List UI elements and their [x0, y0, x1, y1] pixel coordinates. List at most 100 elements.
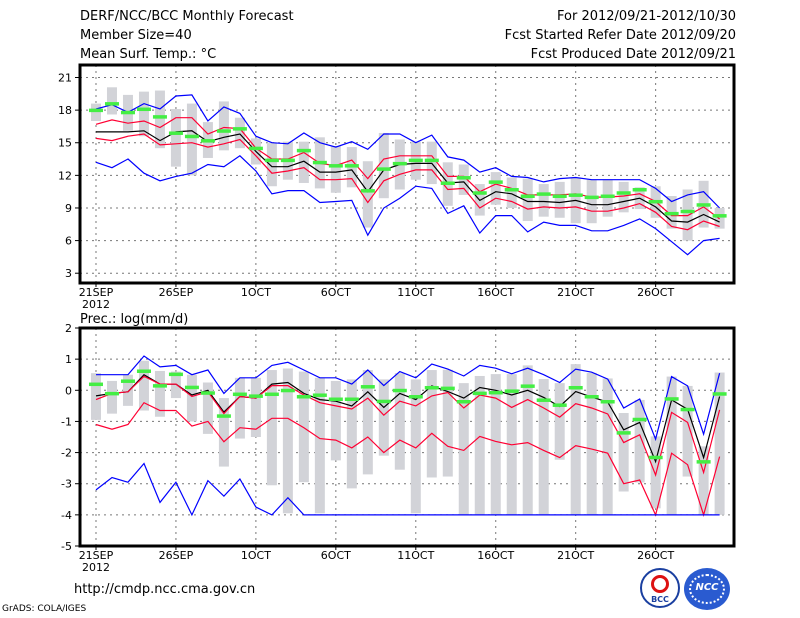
green-marker: [136, 369, 151, 373]
green-marker: [328, 397, 343, 402]
green-marker: [648, 455, 663, 460]
green-marker: [616, 431, 631, 435]
bcc-logo-text: BCC: [651, 595, 669, 604]
green-marker: [168, 131, 183, 135]
x-tick-label: 1OCT: [241, 286, 271, 299]
green-marker: [504, 389, 519, 393]
grads-credit: GrADS: COLA/IGES: [2, 604, 87, 614]
spread-bar: [714, 372, 725, 515]
ncc-logo: NCC: [684, 568, 730, 610]
green-marker: [312, 393, 327, 397]
green-marker: [472, 191, 487, 195]
ncc-logo-text: NCC: [695, 582, 719, 593]
spread-bar: [602, 378, 613, 515]
forecast-period: For 2012/09/21-2012/10/30: [557, 9, 736, 24]
green-marker: [120, 110, 135, 115]
year-label: 2012: [82, 561, 110, 574]
green-marker: [648, 199, 663, 204]
green-marker: [296, 395, 311, 399]
spread-bar: [218, 398, 229, 467]
green-marker: [520, 384, 535, 388]
spread-bar: [106, 380, 117, 414]
spread-bar: [554, 383, 565, 460]
x-tick-label: 1OCT: [241, 549, 271, 562]
source-url[interactable]: http://cmdp.ncc.cma.gov.cn: [74, 582, 256, 597]
y-tick-label: 6: [65, 235, 72, 248]
fcst-produced-date: Fcst Produced Date 2012/09/21: [530, 47, 736, 62]
y-tick-label: -3: [61, 478, 72, 491]
member-size: Member Size=40: [80, 28, 192, 43]
green-marker: [456, 176, 471, 180]
spread-bar: [106, 87, 117, 115]
x-tick-label: 11OCT: [397, 549, 434, 562]
green-marker: [280, 158, 295, 163]
bcc-logo: BCC: [640, 568, 680, 608]
spread-bar: [490, 172, 501, 205]
x-tick-label: 6OCT: [321, 549, 351, 562]
fcst-started-date: Fcst Started Refer Date 2012/09/20: [504, 28, 736, 43]
series-line-mean: [95, 373, 721, 464]
spread-bar: [618, 181, 629, 213]
green-marker: [456, 399, 471, 404]
green-marker: [232, 127, 247, 131]
green-marker: [296, 148, 311, 153]
spread-bar: [602, 179, 613, 217]
green-marker: [680, 407, 695, 412]
y-tick-label: 18: [58, 104, 72, 117]
variable-label: Mean Surf. Temp.: °C: [80, 47, 217, 62]
green-marker: [216, 129, 231, 133]
green-marker: [552, 403, 567, 407]
green-marker: [120, 379, 135, 383]
green-marker: [488, 180, 503, 184]
spread-bar: [650, 436, 661, 509]
spread-bar: [234, 377, 245, 439]
spread-bar: [282, 368, 293, 514]
ncc-logo-ring: [689, 574, 725, 604]
green-marker: [360, 189, 375, 193]
green-marker: [168, 372, 183, 377]
y-tick-label: -1: [61, 415, 72, 428]
green-marker: [680, 209, 695, 214]
green-marker: [440, 181, 455, 185]
series-line-red-upper: [95, 117, 720, 220]
series-line-mean: [96, 130, 720, 223]
green-marker: [328, 164, 343, 168]
green-marker: [600, 399, 615, 404]
y-tick-label: -5: [61, 540, 72, 553]
spread-bar: [522, 178, 533, 222]
x-tick-label: 21SEP: [79, 549, 114, 562]
green-marker: [376, 167, 391, 171]
spread-bar: [586, 372, 597, 515]
green-marker: [392, 161, 407, 166]
green-marker: [664, 397, 679, 401]
green-marker: [696, 460, 711, 464]
green-marker: [712, 392, 727, 396]
green-marker: [488, 390, 503, 395]
x-tick-label: 21OCT: [557, 286, 594, 299]
spread-bar: [698, 446, 709, 515]
series-line-red-lower: [95, 401, 721, 518]
green-marker: [584, 395, 599, 399]
green-marker: [632, 187, 647, 192]
spread-bar: [538, 184, 549, 217]
series-line-blue-upper: [95, 94, 721, 209]
green-marker: [552, 194, 567, 199]
green-marker: [536, 192, 551, 196]
green-marker: [440, 386, 455, 391]
spread-bar: [330, 380, 341, 461]
green-marker: [152, 384, 167, 388]
green-marker: [568, 385, 583, 390]
series-line-red-lower: [95, 133, 720, 231]
spread-bar: [298, 371, 309, 483]
green-marker: [88, 108, 103, 113]
green-marker: [280, 388, 295, 393]
green-marker: [184, 385, 199, 390]
spread-bar: [506, 177, 517, 208]
y-tick-label: 3: [65, 267, 72, 280]
plot-frame: [78, 326, 736, 548]
green-marker: [568, 193, 583, 197]
x-tick-label: 16OCT: [477, 286, 514, 299]
spread-bar: [90, 103, 101, 121]
green-marker: [664, 211, 679, 216]
year-label: 2012: [82, 298, 110, 311]
